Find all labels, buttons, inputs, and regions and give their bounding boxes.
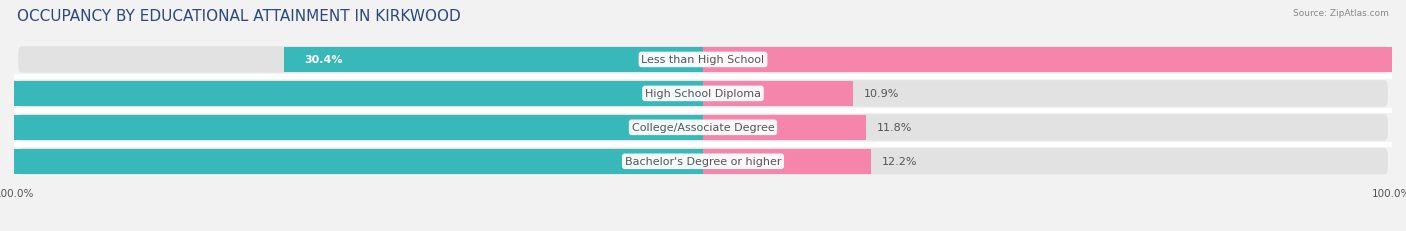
Bar (284, 48, 703, 72)
Text: 10.9%: 10.9% (865, 89, 900, 99)
Text: OCCUPANCY BY EDUCATIONAL ATTAINMENT IN KIRKWOOD: OCCUPANCY BY EDUCATIONAL ATTAINMENT IN K… (17, 9, 461, 24)
Text: 30.4%: 30.4% (305, 55, 343, 65)
Bar (703, 82, 853, 106)
Bar (703, 149, 872, 174)
Text: High School Diploma: High School Diploma (645, 89, 761, 99)
FancyBboxPatch shape (18, 47, 1388, 73)
FancyBboxPatch shape (18, 81, 1388, 107)
Bar (703, 116, 866, 140)
Text: 12.2%: 12.2% (882, 157, 918, 167)
Text: Less than High School: Less than High School (641, 55, 765, 65)
FancyBboxPatch shape (18, 148, 1388, 175)
Bar (0, 82, 703, 106)
Bar (0, 149, 703, 174)
Text: College/Associate Degree: College/Associate Degree (631, 123, 775, 133)
Text: 11.8%: 11.8% (876, 123, 912, 133)
FancyBboxPatch shape (18, 115, 1388, 141)
Text: Source: ZipAtlas.com: Source: ZipAtlas.com (1294, 9, 1389, 18)
Bar (703, 48, 1406, 72)
Text: Bachelor's Degree or higher: Bachelor's Degree or higher (624, 157, 782, 167)
Bar (0, 116, 703, 140)
